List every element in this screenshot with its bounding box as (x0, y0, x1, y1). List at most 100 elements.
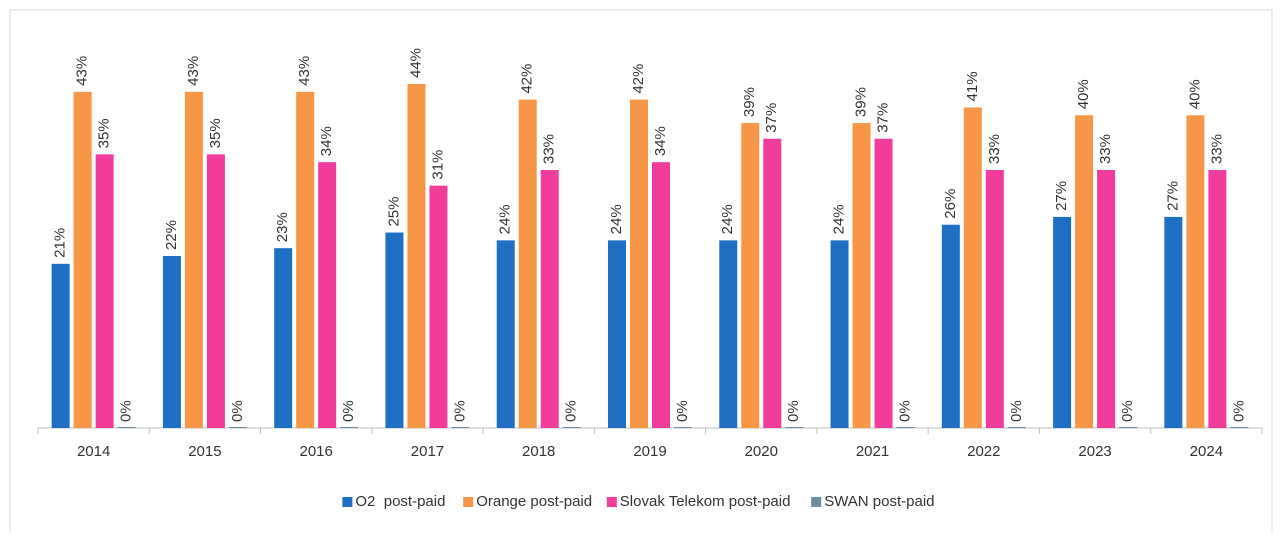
bar (1208, 170, 1227, 428)
bar (1119, 427, 1138, 428)
x-tick-label: 2017 (411, 443, 444, 460)
bar (73, 91, 92, 429)
value-label: 24% (608, 204, 625, 234)
value-label: 40% (1186, 79, 1203, 109)
legend-label: Slovak Telekom post-paid (620, 493, 791, 510)
value-label: 23% (274, 212, 291, 242)
value-label: 26% (942, 189, 959, 219)
bar (719, 240, 738, 428)
bar (652, 162, 670, 428)
value-label: 42% (630, 64, 647, 94)
bar (674, 427, 692, 428)
value-label: 24% (497, 204, 514, 234)
value-label: 39% (853, 87, 870, 117)
value-label: 33% (1208, 134, 1225, 164)
bar (162, 256, 181, 428)
value-label: 34% (318, 126, 335, 156)
value-label: 24% (831, 204, 848, 234)
bar (540, 170, 559, 428)
value-label: 39% (741, 87, 758, 117)
value-label: 43% (74, 56, 91, 86)
value-label: 0% (1008, 400, 1025, 422)
bar (117, 427, 136, 428)
value-label: 0% (118, 400, 135, 422)
value-label: 41% (964, 71, 981, 101)
value-label: 0% (340, 400, 357, 422)
bar (1186, 115, 1205, 428)
x-tick-label: 2016 (299, 443, 332, 460)
bar (785, 427, 804, 428)
value-label: 33% (1097, 134, 1114, 164)
bar (562, 427, 581, 428)
bar (95, 154, 114, 428)
value-label: 33% (986, 134, 1003, 164)
value-label: 0% (229, 400, 246, 422)
frame (9, 9, 1273, 533)
bar (608, 240, 626, 428)
value-label: 35% (96, 118, 113, 148)
x-tick-label: 2015 (188, 443, 221, 460)
bar (496, 240, 515, 428)
value-label: 37% (763, 103, 780, 133)
value-label: 31% (429, 150, 446, 180)
value-label: 0% (897, 400, 914, 422)
value-label: 0% (785, 400, 802, 422)
value-label: 0% (1119, 400, 1136, 422)
value-label: 0% (563, 400, 580, 422)
legend-label: Orange post-paid (476, 493, 592, 510)
bar (763, 138, 782, 428)
bar (963, 107, 982, 429)
value-label: 27% (1164, 181, 1181, 211)
x-tick-label: 2020 (745, 443, 778, 460)
bar (228, 427, 247, 428)
bar (51, 263, 70, 428)
bar (296, 91, 315, 429)
legend-label: O2 post-paid (355, 493, 445, 510)
bar (1164, 216, 1183, 428)
x-tick-label: 2014 (77, 443, 110, 460)
x-tick-label: 2018 (522, 443, 555, 460)
bar (941, 224, 960, 428)
x-tick-label: 2021 (856, 443, 889, 460)
value-label: 40% (1075, 79, 1092, 109)
x-tick-label: 2024 (1190, 443, 1223, 460)
value-label: 42% (519, 64, 536, 94)
bar (451, 427, 470, 428)
value-label: 43% (185, 56, 202, 86)
bar (1007, 427, 1026, 428)
value-label: 0% (1230, 400, 1247, 422)
bar (896, 427, 915, 428)
bar (852, 123, 871, 428)
bar (1075, 115, 1094, 428)
bar (985, 170, 1004, 428)
value-label: 35% (207, 118, 224, 148)
value-label: 24% (719, 204, 736, 234)
value-label: 33% (541, 134, 558, 164)
bar (741, 123, 760, 428)
bar (407, 84, 426, 428)
bar (385, 232, 404, 428)
legend-swatch (342, 497, 353, 507)
bar (429, 185, 448, 428)
value-label: 0% (451, 400, 468, 422)
bar (206, 154, 225, 428)
bar (874, 138, 893, 428)
x-tick-label: 2023 (1078, 443, 1111, 460)
value-label: 22% (163, 220, 180, 250)
x-tick-label: 2022 (967, 443, 1000, 460)
bar (274, 248, 293, 428)
bar (184, 91, 203, 429)
bar (518, 99, 537, 429)
bar (1097, 170, 1116, 428)
bar (630, 99, 648, 429)
bar (318, 162, 337, 428)
bar (340, 427, 359, 428)
legend-swatch (811, 497, 822, 507)
value-label: 27% (1053, 181, 1070, 211)
value-label: 43% (296, 56, 313, 86)
bar (830, 240, 849, 428)
value-label: 25% (385, 197, 402, 227)
legend-label: SWAN post-paid (824, 493, 934, 510)
value-label: 34% (652, 126, 669, 156)
